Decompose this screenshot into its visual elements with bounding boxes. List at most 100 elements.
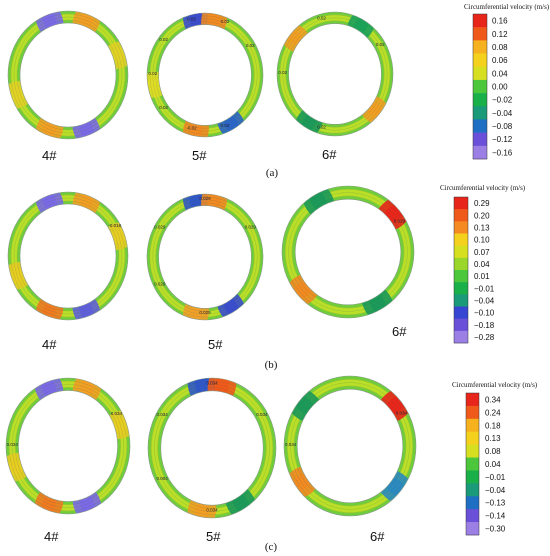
legend-tick-label: −0.14 (485, 512, 506, 521)
ring-label: 4# (42, 148, 57, 163)
contour-label: 0.029 (154, 224, 166, 229)
legend-tick-label: 0.29 (474, 199, 490, 208)
contour-label: 0.02 (221, 19, 230, 24)
contour-ring-3-2: 0.034 0.034 0.034 0.004 0.034 (147, 377, 277, 519)
legend-color-step (454, 270, 468, 283)
legend-color-step (454, 245, 468, 259)
legend-title: Circumferential velocity (m/s) (464, 3, 550, 11)
legend-color-step (466, 393, 479, 407)
legend-color-step (466, 522, 479, 536)
legend-color-step (466, 496, 479, 510)
legend-color-step (454, 330, 468, 344)
contour-ring-2-2: 0.029 0.029 0.029 0.029 0.029 (146, 193, 264, 321)
contour-label: 0.02 (159, 105, 168, 110)
ring-label: 5# (208, 337, 223, 352)
legend-tick-label: −0.18 (474, 321, 495, 330)
legend-color-step (473, 93, 487, 107)
legend-color-step (454, 282, 468, 295)
panel-captions: (a) (b) (c) (265, 167, 279, 553)
legend-tick-label: 0.16 (492, 17, 508, 26)
legend-color-step (454, 294, 468, 307)
contour-label: 0.034 (111, 411, 123, 416)
legend-tick-label: 0.10 (474, 236, 490, 245)
legend-tick-label: −0.28 (474, 333, 495, 342)
ring-label: 4# (42, 337, 57, 352)
legend-tick-label: 0.08 (492, 43, 508, 52)
contour-label: 0.034 (256, 412, 268, 417)
legend-color-step (454, 306, 468, 319)
legend-title: Circumferential velocity (m/s) (440, 184, 526, 192)
contour-ring-1-3: 0.02 0.02 0.02 0.02 (276, 11, 394, 137)
legend-tick-label: −0.12 (492, 135, 513, 144)
legend-tick-label: −0.04 (474, 296, 495, 305)
legend-tick-label: 0.12 (492, 30, 508, 39)
contour-label: 0.034 (285, 442, 297, 447)
contour-label: 0.004 (156, 476, 168, 481)
panel-caption: (c) (265, 541, 278, 553)
legend-color-step (454, 233, 468, 246)
legend-color-step (473, 145, 487, 160)
legend-3: Circumferential velocity (m/s) 0.34 0.24 0.… (452, 381, 538, 536)
legend-color-step (473, 119, 487, 133)
legend-tick-label: 0.24 (485, 408, 501, 417)
legend-tick-label: −0.08 (492, 122, 513, 131)
panel-caption: (a) (266, 167, 279, 179)
ring-labels: 4# 5# 6# 4# 5# 6# 4# 5# 6# (42, 147, 407, 544)
legend-tick-label: −0.01 (474, 284, 495, 293)
legend-2: Circumferential velocity (m/s) 0.29 0.20 0.… (440, 184, 526, 344)
legend-color-step (454, 318, 468, 332)
contour-label: 0.029 (199, 196, 211, 201)
contour-label: 0.029 (199, 310, 211, 315)
legend-color-step (473, 79, 487, 94)
contour-ring-3-3: 0.034 0.034 (283, 375, 417, 517)
legend-color-step (466, 483, 479, 497)
legends: Circumferential velocity (m/s) 0.16 0.12 0.… (440, 3, 550, 536)
ring-label: 4# (44, 529, 59, 544)
legend-tick-label: 0.13 (485, 434, 501, 443)
contour-label: -0.018 (108, 223, 121, 228)
legend-title: Circumferential velocity (m/s) (452, 381, 538, 389)
contour-ring-2-3: 0.029 (281, 185, 415, 319)
panel-caption: (b) (265, 359, 278, 371)
contour-ring-1-1 (7, 10, 129, 140)
legend-color-step (466, 457, 479, 471)
ring-label: 6# (322, 147, 337, 162)
legend-color-step (473, 132, 487, 147)
contour-label: 0.02 (148, 71, 157, 76)
legend-tick-label: −0.04 (485, 486, 506, 495)
legend-tick-label: −0.10 (474, 309, 495, 318)
legend-tick-label: −0.02 (492, 96, 513, 105)
legend-tick-label: 0.18 (485, 421, 501, 430)
legend-tick-label: −0.04 (492, 109, 513, 118)
legend-1: Circumferential velocity (m/s) 0.16 0.12 0.… (464, 3, 550, 160)
contour-label: 0.034 (206, 380, 218, 385)
contour-label: 0.02 (317, 124, 326, 129)
contour-label: 0.02 (221, 123, 230, 128)
legend-color-step (473, 53, 487, 68)
legend-color-step (466, 444, 479, 458)
legend-color-step (473, 40, 487, 54)
legend-color-step (454, 221, 468, 234)
legend-tick-label: 0.04 (474, 260, 490, 269)
legend-tick-label: 0.00 (492, 83, 508, 92)
legend-tick-label: 0.01 (474, 272, 490, 281)
legend-color-step (454, 197, 468, 210)
legend-color-step (473, 66, 487, 81)
legend-color-step (454, 257, 468, 271)
legend-tick-label: −0.30 (485, 525, 506, 534)
contour-label: -0.02 (186, 125, 197, 130)
legend-tick-label: 0.08 (485, 447, 501, 456)
legend-color-step (466, 509, 479, 523)
legend-tick-label: 0.13 (474, 223, 490, 232)
legend-tick-label: 0.04 (485, 460, 501, 469)
legend-color-step (473, 106, 487, 120)
contour-label: 0.029 (154, 282, 166, 287)
contour-rings: 0.020.020.020.020.020.02-0.02 0.020.020.0… (5, 10, 417, 519)
contour-label: 0.034 (156, 412, 168, 417)
contour-label: 0.029 (245, 224, 257, 229)
contour-label: 0.02 (159, 37, 168, 42)
legend-color-step (466, 470, 479, 484)
ring-label: 5# (192, 148, 207, 163)
legend-tick-label: 0.04 (492, 69, 508, 78)
